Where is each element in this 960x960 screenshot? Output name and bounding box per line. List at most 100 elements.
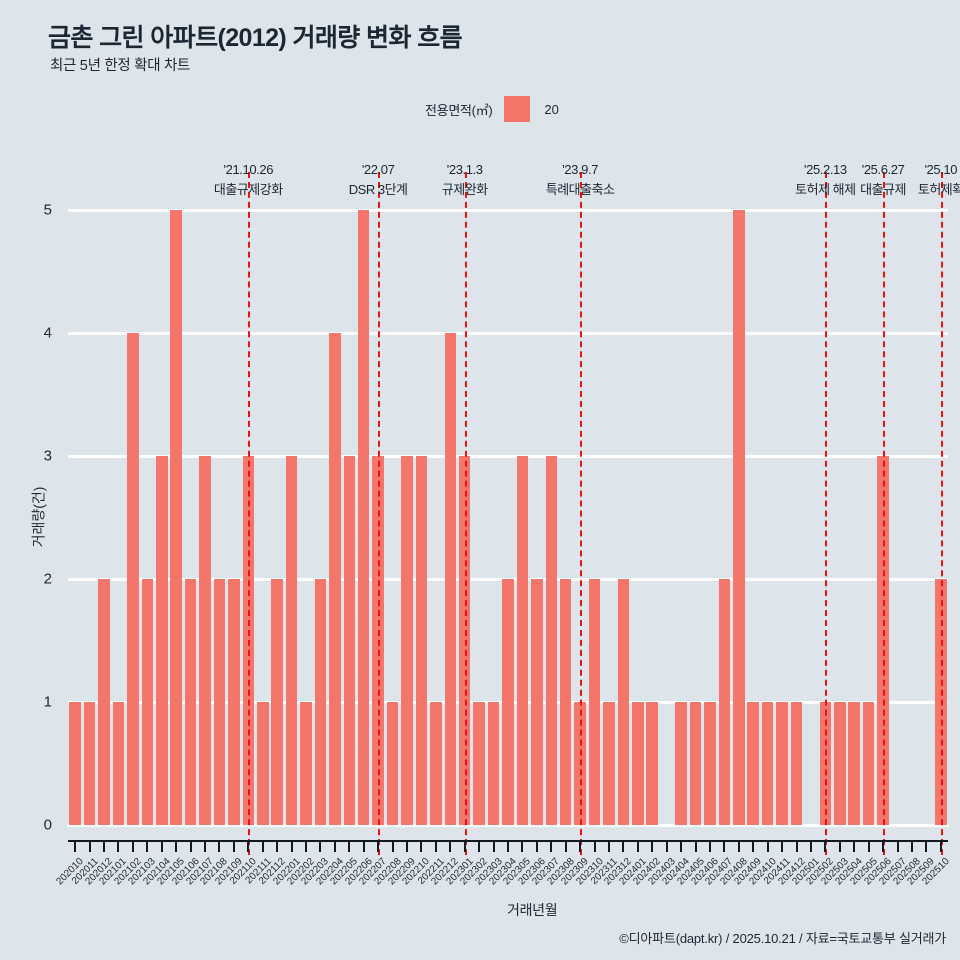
x-axis-tick (232, 841, 235, 852)
bar[interactable] (588, 579, 601, 825)
plot-area: 0 1 2 3 4 5 (44, 172, 948, 855)
y-tick-label-4: 4 (43, 324, 52, 342)
y-tick-label-2: 2 (43, 570, 52, 588)
bar[interactable] (127, 333, 139, 825)
bar[interactable] (69, 702, 81, 825)
x-axis-tick (795, 841, 798, 852)
annotation-date: '21.10.26 (223, 162, 274, 177)
x-axis-tick (319, 841, 322, 852)
bar[interactable] (733, 210, 745, 825)
x-axis-tick (737, 841, 740, 852)
annotation-label: '22.07 DSR 3단계 (349, 160, 408, 200)
bar[interactable] (675, 702, 687, 825)
x-axis-tick (665, 841, 668, 852)
bar[interactable] (199, 456, 211, 825)
annotation-date: '25.6.27 (861, 162, 905, 177)
bar[interactable] (531, 579, 543, 825)
annotation-text: 토허제 해제 (795, 182, 856, 198)
annotation-text: 규제완화 (441, 182, 488, 198)
bar[interactable] (790, 702, 803, 825)
bar[interactable] (862, 702, 875, 825)
annotation-label: '23.1.3 규제완화 (442, 160, 488, 200)
bar[interactable] (271, 579, 283, 825)
x-axis-tick (651, 841, 654, 852)
bar[interactable] (213, 579, 226, 825)
x-axis-tick (290, 841, 293, 852)
bar[interactable] (314, 579, 327, 825)
x-axis-tick (910, 841, 913, 852)
bar[interactable] (256, 702, 269, 825)
gridline-y-3 (68, 454, 948, 458)
bar[interactable] (559, 579, 572, 825)
x-axis-tick (752, 841, 755, 852)
x-axis-tick (708, 841, 711, 852)
x-axis-tick (507, 841, 509, 852)
bar[interactable] (473, 702, 485, 825)
bar[interactable] (184, 579, 197, 825)
annotation-text: 토허제확 (917, 182, 960, 198)
annotation-text: 대출규제 (860, 182, 906, 198)
bar[interactable] (329, 333, 341, 825)
bar[interactable] (834, 702, 846, 825)
bar[interactable] (632, 702, 644, 825)
bar[interactable] (747, 702, 759, 825)
bar[interactable] (156, 456, 168, 825)
annotation-label: '25.10 토허제확 (918, 160, 960, 200)
bar[interactable] (285, 456, 298, 825)
bar[interactable] (357, 210, 370, 825)
bar[interactable] (98, 579, 110, 825)
bar[interactable] (415, 456, 428, 825)
x-axis-tick (939, 841, 942, 852)
bar[interactable] (545, 456, 558, 825)
bar[interactable] (848, 702, 860, 825)
annotation-line (248, 172, 251, 855)
bar[interactable] (617, 579, 630, 825)
bar[interactable] (112, 702, 125, 825)
x-axis-tick (622, 841, 625, 852)
bar[interactable] (83, 702, 96, 825)
x-axis-tick (550, 841, 553, 852)
y-axis-title: 거래량(건) (30, 486, 47, 548)
bar[interactable] (430, 702, 442, 825)
bar[interactable] (646, 702, 659, 825)
bar[interactable] (343, 456, 356, 825)
x-axis-tick (809, 841, 812, 852)
bar[interactable] (516, 456, 529, 825)
bar[interactable] (603, 702, 615, 825)
annotation-line (464, 172, 467, 855)
x-axis-tick (434, 841, 437, 852)
x-axis-tick (362, 841, 365, 852)
bar[interactable] (141, 579, 154, 825)
bar[interactable] (761, 702, 774, 825)
x-axis-tick (103, 841, 106, 852)
bar[interactable] (718, 579, 731, 825)
bar[interactable] (704, 702, 716, 825)
bar[interactable] (228, 579, 240, 825)
bar[interactable] (386, 702, 399, 825)
bar[interactable] (502, 579, 514, 825)
bar[interactable] (689, 702, 702, 825)
bar[interactable] (444, 333, 457, 825)
bar[interactable] (401, 456, 413, 825)
footer-credit: ©디아파트(dapt.kr) / 2025.10.21 / 자료=국토교통부 실… (619, 931, 946, 946)
x-axis-tick (492, 841, 495, 852)
x-axis-tick (247, 841, 250, 852)
x-axis-tick (160, 841, 163, 852)
x-axis-tick (406, 841, 409, 852)
x-axis-tick (189, 841, 192, 852)
annotation-date: '25.2.13 (804, 162, 847, 177)
gridline-y-5 (68, 208, 948, 212)
bar[interactable] (819, 702, 832, 825)
legend-title: 전용면적(㎡) (425, 102, 493, 118)
bar[interactable] (300, 702, 312, 825)
annotation-date: '25.10 (924, 162, 958, 177)
bar[interactable] (877, 456, 889, 825)
bar[interactable] (776, 702, 788, 825)
legend-swatch-20 (504, 96, 531, 122)
bar[interactable] (458, 456, 471, 825)
x-axis-tick (146, 841, 149, 852)
bar[interactable] (170, 210, 182, 825)
bar[interactable] (487, 702, 500, 825)
x-axis-tick (824, 841, 827, 852)
